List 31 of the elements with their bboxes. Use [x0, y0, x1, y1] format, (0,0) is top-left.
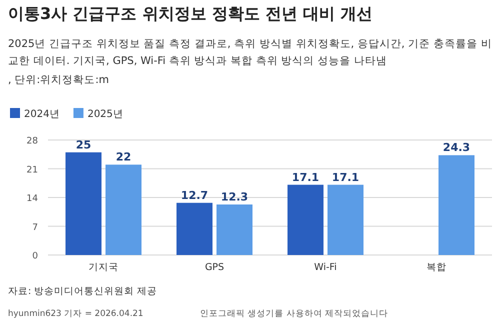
x-tick-label: 기지국: [88, 262, 118, 273]
data-label: 12.7: [180, 188, 208, 202]
chart-title: 이통3사 긴급구조 위치정보 정확도 전년 대비 개선: [8, 4, 373, 25]
bar: [176, 202, 212, 255]
text: 자료: 방송미디어통신위원회 제공: [8, 286, 158, 297]
data-label: 12.3: [220, 190, 248, 204]
bar: [438, 155, 474, 255]
legend-label: 2024년: [24, 109, 60, 120]
legend-label: 2025년: [87, 109, 123, 120]
text: 인포그래픽 생성기를 사용하여 제작되었습니다: [200, 309, 388, 319]
bar: [66, 152, 102, 255]
data-label: 24.3: [442, 141, 470, 154]
bar: [288, 184, 324, 255]
x-tick-label: Wi-Fi: [314, 262, 337, 273]
y-tick-label: 21: [26, 165, 38, 176]
bar: [328, 184, 364, 255]
y-tick-label: 0: [32, 252, 38, 262]
data-label: 22: [116, 150, 132, 164]
text: , 단위:위치정확도:m: [8, 73, 109, 88]
x-tick-label: GPS: [204, 262, 224, 273]
y-tick-label: 14: [26, 194, 38, 204]
y-tick-label: 7: [32, 222, 38, 233]
chart-subtitle: 2025년 긴급구조 위치정보 품질 측정 결과로, 측위 방식별 위치정확도, 응답시간, 기준 충족률을 비교한 데이터. 기지국, GPS, Wi-Fi 측위 방식과 복합 측위 방식의 성능을 나타냄: [8, 37, 492, 69]
y-tick-label: 28: [26, 136, 38, 146]
data-label: 17.1: [332, 170, 360, 184]
x-tick-label: 복합: [426, 262, 446, 273]
data-label: 25: [76, 138, 92, 152]
data-label: 17.1: [292, 170, 320, 184]
bar: [216, 204, 252, 255]
bar: [106, 164, 142, 255]
text: hyunmin623 기자 = 2026.04.21: [8, 309, 144, 319]
